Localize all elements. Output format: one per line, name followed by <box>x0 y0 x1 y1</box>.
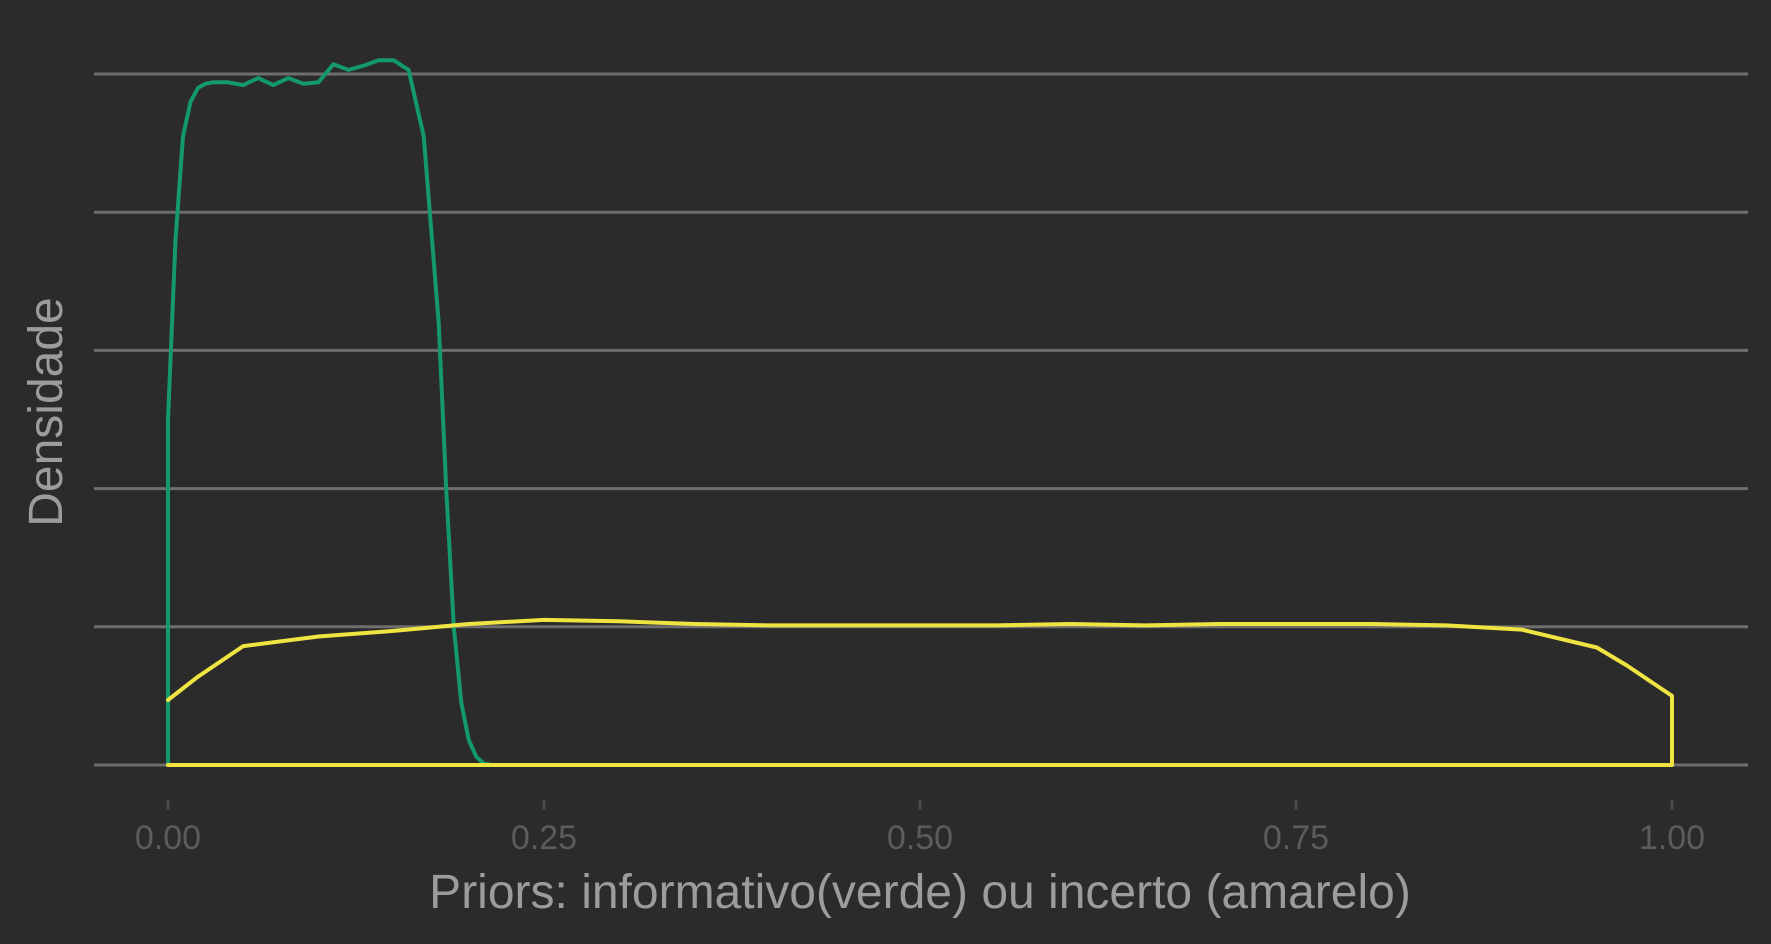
x-axis: 0.00 0.25 0.50 0.75 1.00 <box>135 800 1705 857</box>
x-tick-label-2: 0.50 <box>887 819 953 857</box>
series-incerto-line <box>166 617 1674 767</box>
x-tick-label-4: 1.00 <box>1639 819 1705 857</box>
y-axis-title: Densidade <box>20 297 73 527</box>
x-tick-label-0: 0.00 <box>135 819 201 857</box>
series-informativo-line <box>166 58 1674 767</box>
x-tick-label-1: 0.25 <box>511 819 577 857</box>
x-tick-label-3: 0.75 <box>1263 819 1329 857</box>
grid-layer <box>94 72 1748 767</box>
x-axis-title: Priors: informativo(verde) ou incerto (a… <box>429 866 1411 919</box>
series-layer <box>166 58 1674 767</box>
